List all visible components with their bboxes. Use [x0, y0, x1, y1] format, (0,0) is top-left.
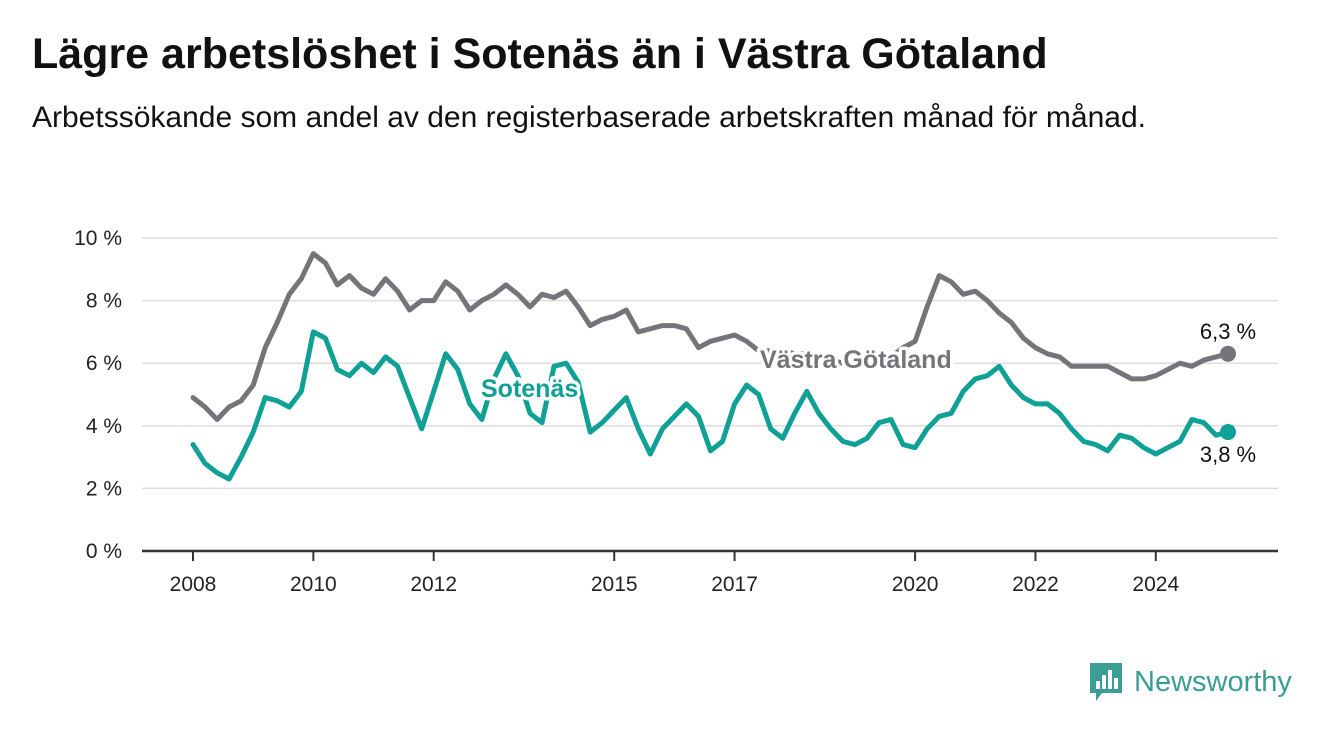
x-tick-label: 2024: [1132, 573, 1179, 596]
newsworthy-logo-icon: [1090, 663, 1122, 701]
x-tick-label: 2008: [170, 573, 217, 596]
vastra-gotaland-label: Västra Götaland: [760, 346, 952, 374]
y-tick-label: 0 %: [86, 540, 122, 563]
x-tick-label: 2015: [591, 573, 638, 596]
chart-subtitle: Arbetssökande som andel av den registerb…: [32, 101, 1146, 134]
sotenas-end-label: 3,8 %: [1200, 442, 1256, 467]
y-tick-label: 4 %: [86, 415, 122, 438]
vastra-gotaland-line: [190, 251, 1231, 422]
x-axis: 2008 2010 2012 2015 2017 2020 2022 2024: [142, 549, 1278, 596]
brand-name: Newsworthy: [1134, 665, 1292, 698]
y-tick-label: 6 %: [86, 352, 122, 375]
y-tick-label: 2 %: [86, 477, 122, 500]
y-tick-label: 8 %: [86, 290, 122, 313]
series-labels: Västra Götaland Sotenäs 6,3 % 3,8 %: [478, 319, 1257, 467]
line-chart: 0 % 2 % 4 % 6 % 8 % 10 % 2008 2010 2012 2015 2017…: [74, 227, 1278, 596]
sotenas-end-dot: [1220, 424, 1236, 441]
vastra-gotaland-end-label: 6,3 %: [1200, 319, 1256, 344]
sotenas-line: [190, 329, 1231, 482]
series-lines: [190, 251, 1236, 482]
x-tick-label: 2022: [1012, 573, 1059, 596]
x-tick-label: 2012: [410, 573, 457, 596]
sotenas-label: Sotenäs: [481, 375, 578, 403]
y-tick-label: 10 %: [74, 227, 122, 250]
chart-title: Lägre arbetslöshet i Sotenäs än i Västra…: [32, 30, 1048, 78]
x-tick-label: 2020: [892, 573, 939, 596]
vastra-gotaland-end-dot: [1220, 345, 1236, 362]
gridlines: [142, 237, 1278, 490]
x-tick-label: 2017: [711, 573, 758, 596]
y-axis-ticks: 0 % 2 % 4 % 6 % 8 % 10 %: [74, 227, 122, 563]
brand-logo: Newsworthy: [1088, 660, 1292, 704]
x-tick-label: 2010: [290, 573, 337, 596]
